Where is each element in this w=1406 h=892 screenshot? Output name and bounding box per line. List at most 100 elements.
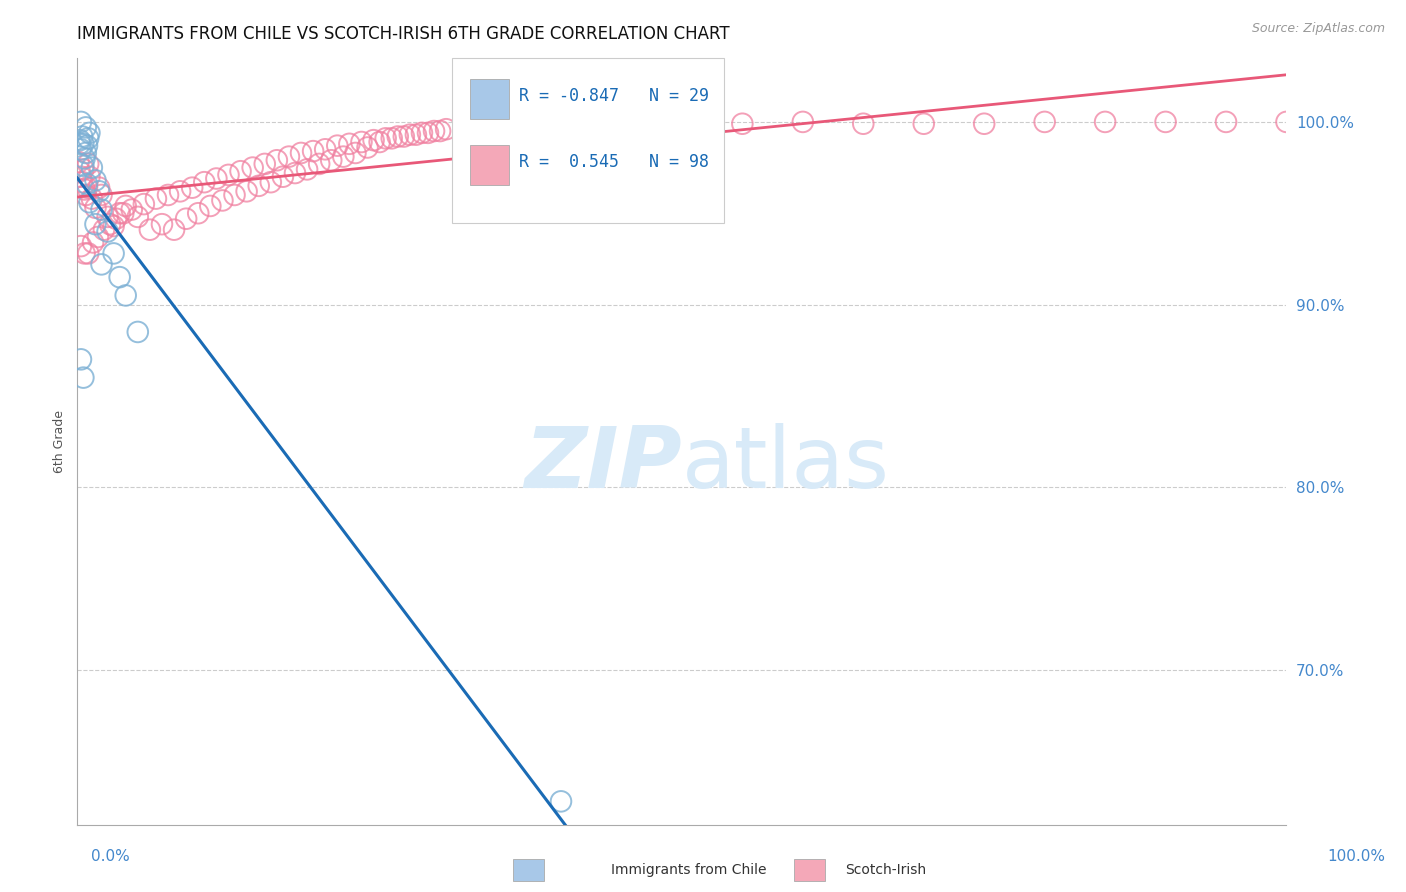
Point xyxy=(79,126,101,140)
Point xyxy=(247,178,270,193)
Point xyxy=(70,175,93,189)
Point xyxy=(912,117,935,131)
Point xyxy=(70,115,93,129)
Point xyxy=(77,157,100,171)
Point xyxy=(411,126,433,140)
Point xyxy=(72,162,94,177)
Y-axis label: 6th Grade: 6th Grade xyxy=(53,410,66,473)
Text: atlas: atlas xyxy=(682,423,890,506)
Point xyxy=(235,184,257,198)
Point xyxy=(76,138,98,153)
Point xyxy=(1033,115,1056,129)
Point xyxy=(356,140,378,154)
Point xyxy=(429,124,451,138)
Point xyxy=(69,164,91,178)
Point xyxy=(1275,115,1298,129)
Point xyxy=(75,145,97,160)
Point xyxy=(121,202,143,217)
Point xyxy=(67,155,90,169)
Text: R =  0.545   N = 98: R = 0.545 N = 98 xyxy=(519,153,709,170)
Point xyxy=(187,206,209,220)
Point xyxy=(344,145,367,160)
Point xyxy=(96,225,118,239)
Point xyxy=(181,180,204,194)
Point xyxy=(72,136,94,151)
Point xyxy=(278,150,301,164)
Point xyxy=(271,169,294,184)
Point xyxy=(242,161,264,175)
Point xyxy=(84,201,107,215)
Point xyxy=(90,257,112,271)
Point xyxy=(973,117,995,131)
Point xyxy=(266,153,288,168)
Point xyxy=(731,117,754,131)
Point xyxy=(399,128,422,142)
Point xyxy=(416,126,439,140)
Text: 0.0%: 0.0% xyxy=(91,849,131,863)
Point xyxy=(374,131,396,145)
Point xyxy=(96,210,118,224)
Point xyxy=(792,115,814,129)
Point xyxy=(368,135,391,149)
Point xyxy=(550,794,572,808)
Point xyxy=(77,131,100,145)
Point xyxy=(150,217,173,231)
Point xyxy=(423,124,446,138)
Point xyxy=(87,184,110,198)
Point xyxy=(1215,115,1237,129)
FancyBboxPatch shape xyxy=(470,79,509,120)
Point xyxy=(108,270,131,285)
Point xyxy=(112,206,135,220)
Point xyxy=(90,202,112,217)
Point xyxy=(70,142,93,156)
Point xyxy=(314,142,336,156)
Point xyxy=(73,182,96,196)
Point xyxy=(108,206,131,220)
Text: 100.0%: 100.0% xyxy=(1327,849,1385,863)
Point xyxy=(163,222,186,236)
Point xyxy=(200,199,222,213)
Point xyxy=(75,120,97,135)
Point xyxy=(193,175,215,189)
Point xyxy=(132,197,155,211)
Point xyxy=(290,145,312,160)
Point xyxy=(76,177,98,191)
Point xyxy=(1094,115,1116,129)
Point xyxy=(87,180,110,194)
Point xyxy=(69,136,91,151)
Point xyxy=(75,188,97,202)
Point xyxy=(321,153,343,168)
Point xyxy=(84,217,107,231)
Point xyxy=(229,164,252,178)
Point xyxy=(381,131,404,145)
Point xyxy=(127,210,149,224)
Point xyxy=(302,144,325,158)
Point xyxy=(339,136,360,151)
Point xyxy=(93,222,115,236)
Point xyxy=(453,120,475,135)
Text: Source: ZipAtlas.com: Source: ZipAtlas.com xyxy=(1251,22,1385,36)
Point xyxy=(103,219,125,233)
Point xyxy=(73,152,96,166)
Point xyxy=(77,246,100,260)
Point xyxy=(72,159,94,173)
Point xyxy=(174,211,197,226)
Point xyxy=(260,175,283,189)
Point xyxy=(84,173,107,187)
Point xyxy=(169,184,191,198)
Point xyxy=(852,117,875,131)
Point xyxy=(157,188,180,202)
Point xyxy=(224,188,246,202)
Point xyxy=(253,157,276,171)
Point xyxy=(550,120,572,135)
Point xyxy=(70,129,93,144)
Point xyxy=(90,188,112,202)
Point xyxy=(70,169,93,184)
Point xyxy=(72,370,94,384)
Point xyxy=(295,162,318,177)
Point xyxy=(73,246,96,260)
Text: Scotch-Irish: Scotch-Irish xyxy=(845,863,927,877)
Point xyxy=(332,150,354,164)
Point xyxy=(211,194,233,208)
Text: R = -0.847   N = 29: R = -0.847 N = 29 xyxy=(519,87,709,105)
